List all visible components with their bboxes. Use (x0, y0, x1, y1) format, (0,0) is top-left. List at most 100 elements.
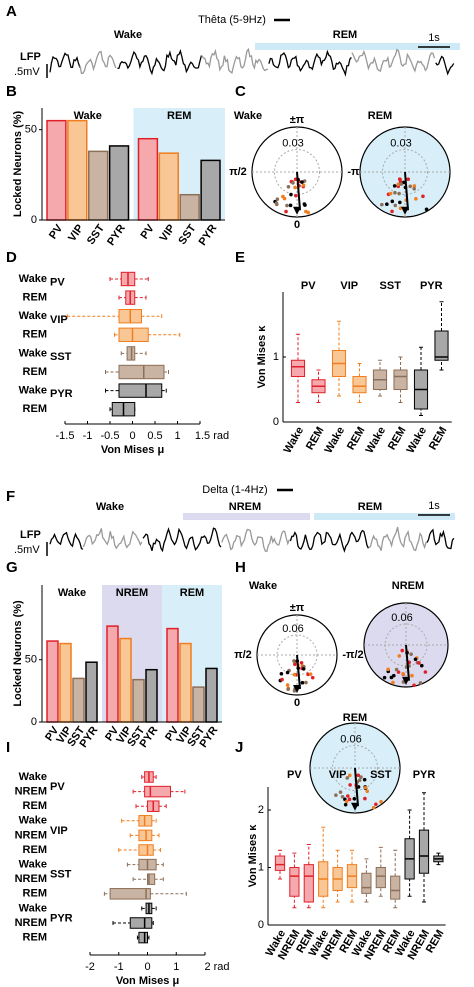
row-label: Wake (19, 902, 47, 914)
panel-label: D (6, 249, 17, 266)
bar (59, 642, 72, 723)
column-label: Wake (323, 425, 348, 456)
amp-scale-label: .5mV (14, 544, 40, 556)
group-label: VIP (50, 825, 68, 837)
phase-dot (419, 663, 424, 668)
phase-dot (306, 210, 310, 215)
mean-vector-head (293, 685, 301, 693)
phase-dot (310, 675, 315, 680)
box (118, 383, 163, 398)
phase-dot (352, 797, 357, 801)
row-label: REM (23, 403, 47, 415)
row-label: NREM (15, 829, 47, 841)
category-label: SST (85, 222, 107, 247)
x-tick-label: -0.5 (101, 430, 120, 442)
mean-vector-head (293, 206, 301, 215)
box (361, 872, 372, 894)
radius-label: 0.06 (340, 733, 361, 745)
category-label: SST (176, 222, 198, 247)
bar (166, 627, 179, 723)
lfp-trace (351, 48, 436, 73)
phase-dot (274, 202, 279, 207)
state-band (183, 513, 310, 520)
angle-label: ±π (290, 114, 305, 126)
lfp-trace (82, 528, 143, 550)
phase-dot (284, 209, 288, 214)
polar-title: NREM (392, 580, 424, 592)
group-label: VIP (50, 314, 68, 326)
group-label: VIP (329, 769, 347, 781)
lfp-trace (435, 55, 455, 76)
angle-label: -π/2 (342, 649, 363, 661)
phase-dot (417, 661, 421, 665)
row-label: Wake (19, 273, 47, 285)
bar (205, 667, 218, 723)
phase-dot (308, 672, 313, 676)
box (375, 867, 386, 889)
phase-dot (394, 667, 399, 672)
phase-dot (288, 203, 293, 208)
group-label: PYR (413, 769, 436, 781)
x-axis-title: Von Mises μ (116, 975, 179, 987)
y-axis-title: Von Mises κ (256, 325, 268, 389)
y-axis-title: Locked Neurons (%) (12, 110, 24, 217)
time-scale-label: 1s (428, 32, 440, 44)
phase-dot (289, 192, 293, 197)
panel-label: B (6, 83, 17, 100)
phase-dot (385, 202, 389, 207)
phase-dot (382, 675, 387, 680)
phase-dot (393, 190, 397, 195)
polar-title: Wake (234, 110, 262, 122)
y-tick-label: 2 (258, 804, 264, 816)
box (138, 931, 148, 944)
panel-label: G (6, 559, 18, 576)
row-label: REM (23, 366, 47, 378)
group-label: SST (50, 869, 72, 881)
bar (179, 193, 200, 221)
panel-label: J (235, 739, 243, 756)
time-scale-label: 1s (428, 500, 440, 512)
row-label: NREM (15, 873, 47, 885)
group-label: Wake (74, 110, 102, 122)
row-label: REM (23, 844, 47, 856)
radius-label: 0.06 (391, 612, 412, 624)
state-label: NREM (229, 501, 261, 513)
phase-dot (412, 184, 417, 188)
phase-dot (306, 672, 310, 677)
group-label: PV (287, 769, 302, 781)
row-label: NREM (15, 917, 47, 929)
angle-label: π/2 (229, 166, 247, 178)
row-label: REM (23, 292, 47, 304)
phase-dot (388, 191, 393, 196)
mean-vector-head (401, 206, 409, 215)
phase-dot (359, 775, 363, 779)
category-label: VIP (66, 223, 86, 244)
x-tick-label: 1 (173, 961, 179, 973)
phase-dot (390, 209, 394, 214)
phase-dot (397, 654, 402, 658)
phase-dot (423, 670, 428, 674)
phase-dot (300, 180, 304, 184)
panel-label: E (235, 249, 245, 266)
phase-dot (371, 805, 376, 810)
angle-label: ±π (290, 602, 305, 614)
panel-label: C (235, 83, 246, 100)
x-tick-label: 0 (144, 961, 150, 973)
bar (200, 159, 221, 221)
phase-dot (418, 681, 423, 685)
lfp-trace (49, 52, 81, 73)
signal-label: LFP (20, 51, 41, 63)
bar (106, 625, 119, 723)
phase-dot (340, 794, 345, 799)
phase-dot (286, 687, 290, 692)
phase-dot (343, 802, 348, 807)
polar-title: Wake (249, 580, 277, 592)
column-label: Wake (364, 425, 389, 456)
row-label: Wake (19, 771, 47, 783)
phase-dot (398, 200, 402, 205)
group-label: PYR (50, 388, 73, 400)
category-label: VIP (158, 223, 178, 244)
phase-dot (414, 197, 418, 201)
x-tick-label: -2 (85, 961, 95, 973)
state-band (255, 43, 460, 50)
